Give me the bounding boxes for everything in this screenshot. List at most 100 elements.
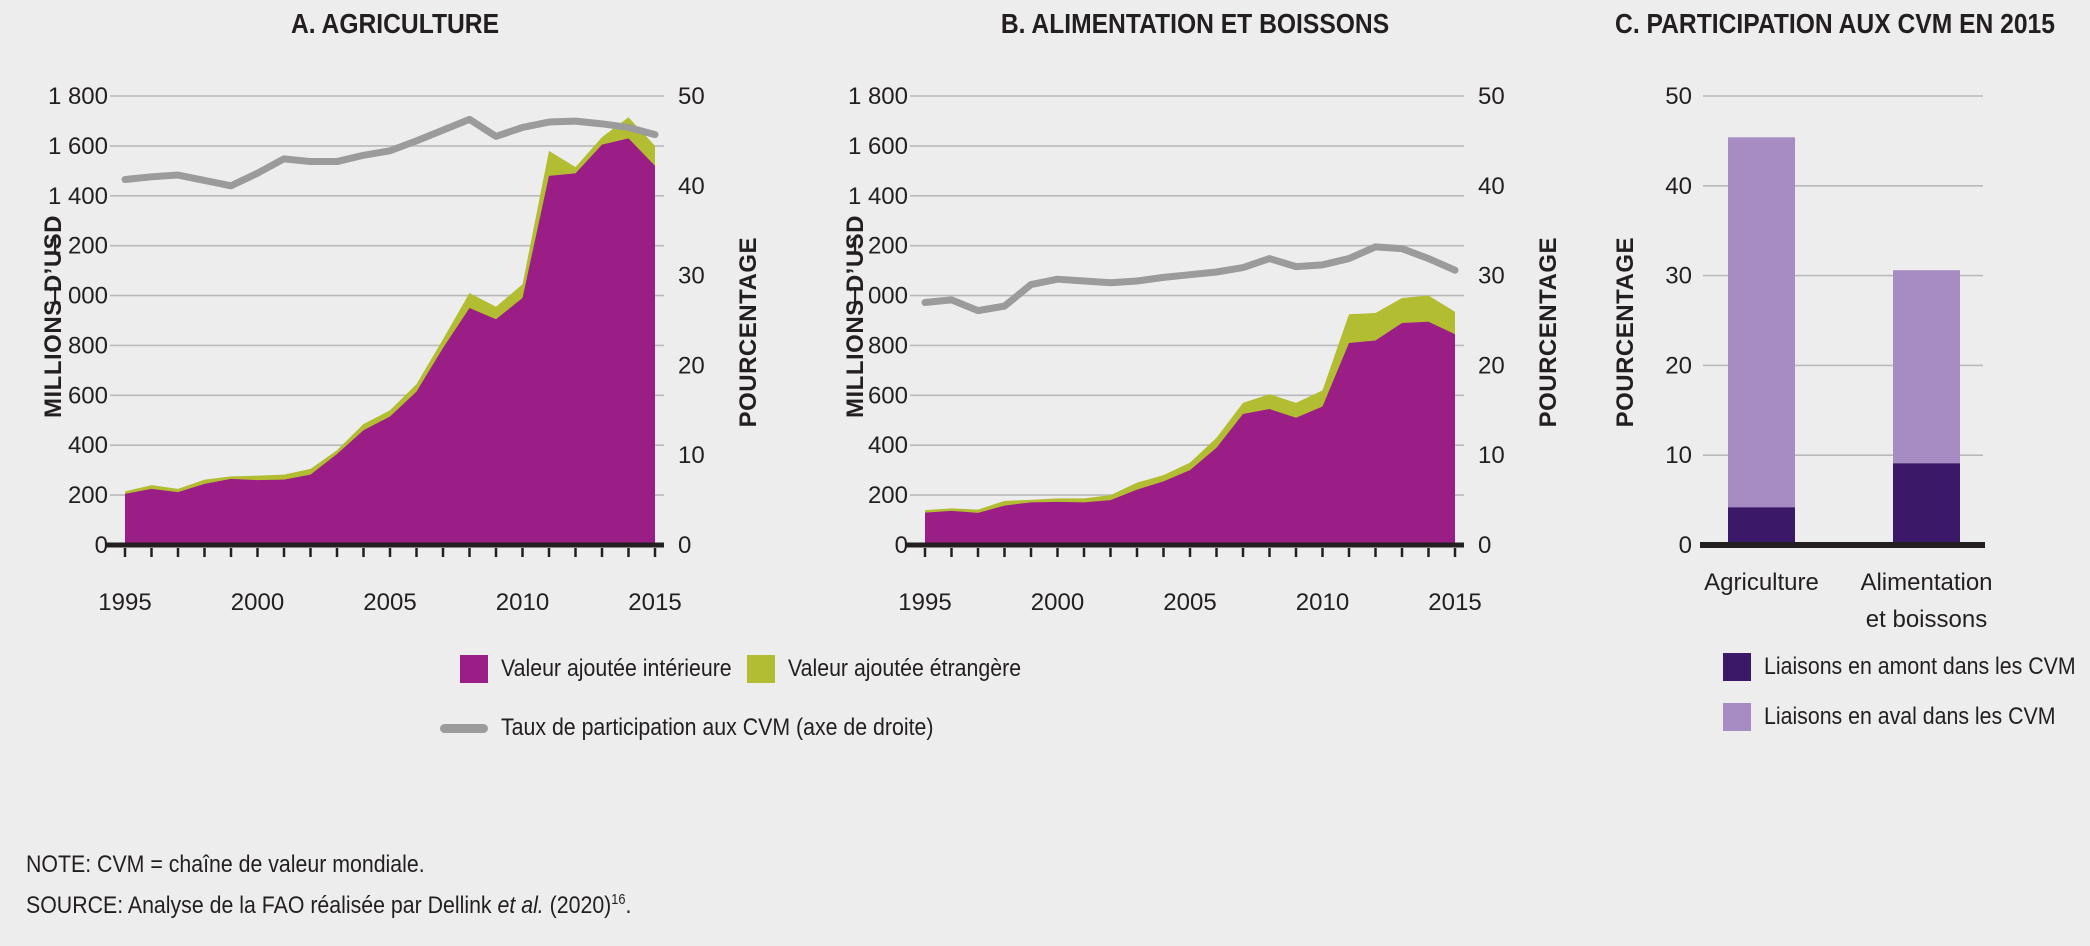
- x-tick-labels: 1995 2000 2005 2010 2015: [898, 589, 1481, 616]
- source-superscript: 16: [611, 892, 626, 908]
- legend-swatch-interieure: [460, 655, 488, 683]
- svg-text:200: 200: [868, 482, 908, 509]
- panel-b-title: B. ALIMENTATION ET BOISSONS: [1000, 8, 1390, 39]
- bar-liaisons-amont: [1728, 507, 1795, 545]
- legend-swatch-amont: [1723, 653, 1751, 681]
- svg-text:20: 20: [1478, 352, 1505, 379]
- right-axis-tick-labels: 0 10 20 30 40 50: [678, 83, 705, 559]
- left-axis-tick-labels: 0 200 400 600 800 1 000 1 200 1 400 1 600 1 800: [48, 83, 108, 559]
- svg-text:50: 50: [1478, 83, 1505, 110]
- svg-text:20: 20: [1665, 352, 1692, 379]
- svg-text:0: 0: [1478, 532, 1491, 559]
- panel-participation-cvm-2015: C. PARTICIPATION AUX CVM EN 2015 0 10 20 30…: [1580, 0, 2090, 640]
- panel-c-left-axis-title: POURCENTAGE: [1612, 237, 1639, 428]
- svg-text:2005: 2005: [1163, 589, 1216, 616]
- svg-text:10: 10: [1478, 442, 1505, 469]
- legend-label-interieure: Valeur ajoutée intérieure: [501, 655, 732, 682]
- svg-text:10: 10: [1665, 442, 1692, 469]
- panel-alimentation-boissons: B. ALIMENTATION ET BOISSONS 1995 2000 2005…: [830, 0, 1560, 640]
- svg-text:1 000: 1 000: [48, 283, 108, 310]
- legend-item-liaisons-amont: Liaisons en amont dans les CVM: [1723, 652, 2090, 682]
- panel-b-right-axis-title: POURCENTAGE: [1535, 237, 1562, 428]
- svg-text:600: 600: [68, 382, 108, 409]
- bar-liaisons-amont: [1893, 463, 1960, 545]
- svg-text:30: 30: [678, 263, 705, 290]
- svg-text:800: 800: [868, 332, 908, 359]
- svg-text:0: 0: [678, 532, 691, 559]
- svg-text:1995: 1995: [898, 589, 951, 616]
- year-ticks: [123, 548, 657, 557]
- svg-text:2015: 2015: [1428, 589, 1481, 616]
- svg-text:600: 600: [868, 382, 908, 409]
- svg-text:Agriculture: Agriculture: [1704, 569, 1819, 596]
- panel-a-title: A. AGRICULTURE: [290, 8, 500, 39]
- panel-a-left-axis-title: MILLIONS D’USD: [40, 215, 67, 418]
- line-taux-participation-cvm: [921, 243, 1459, 315]
- svg-text:1 600: 1 600: [48, 133, 108, 160]
- svg-text:1 400: 1 400: [848, 183, 908, 210]
- legend-item-liaisons-aval: Liaisons en aval dans les CVM: [1723, 702, 2090, 732]
- svg-text:1 800: 1 800: [48, 83, 108, 110]
- source-text: SOURCE: Analyse de la FAO réalisée par D…: [26, 892, 632, 920]
- area-valeur-ajoutee-interieure: [925, 321, 1455, 545]
- bar-liaisons-aval: [1728, 137, 1795, 508]
- svg-text:1 400: 1 400: [48, 183, 108, 210]
- svg-text:0: 0: [895, 532, 908, 559]
- legend-label-etrangere: Valeur ajoutée étrangère: [788, 655, 1022, 682]
- area-valeur-ajoutee-interieure: [125, 138, 655, 545]
- svg-text:2000: 2000: [231, 589, 284, 616]
- svg-text:et boissons: et boissons: [1866, 606, 1987, 633]
- svg-text:0: 0: [1679, 532, 1692, 559]
- svg-text:30: 30: [1478, 263, 1505, 290]
- svg-text:2000: 2000: [1031, 589, 1084, 616]
- svg-text:800: 800: [68, 332, 108, 359]
- svg-text:2010: 2010: [1296, 589, 1349, 616]
- panel-agriculture: A. AGRICULTURE 1995 2000 2005 2010 2015 0 20 0 4…: [30, 0, 760, 640]
- x-tick-labels: 1995 2000 2005 2010 2015: [98, 589, 681, 616]
- svg-text:1 000: 1 000: [848, 283, 908, 310]
- left-axis-tick-labels: 0 10 20 30 40 50: [1665, 83, 1692, 559]
- bar-liaisons-aval: [1893, 270, 1960, 464]
- note-text: NOTE: CVM = chaîne de valeur mondiale.: [26, 851, 425, 878]
- year-ticks: [923, 548, 1457, 557]
- svg-text:400: 400: [868, 432, 908, 459]
- panel-c-chart: 0 10 20 30 40 50 Agriculture Alimentation et boi…: [1665, 83, 1992, 633]
- legend-label-taux: Taux de participation aux CVM (axe de dr…: [501, 714, 934, 741]
- legend-label-aval: Liaisons en aval dans les CVM: [1764, 703, 2056, 730]
- gridlines: [110, 95, 664, 496]
- source-et-al: et al.: [497, 892, 544, 920]
- svg-text:1 800: 1 800: [848, 83, 908, 110]
- svg-text:2005: 2005: [363, 589, 416, 616]
- svg-text:1995: 1995: [98, 589, 151, 616]
- legend-swatch-aval: [1723, 703, 1751, 731]
- panel-a-right-axis-title: POURCENTAGE: [735, 237, 762, 428]
- panel-c-title: C. PARTICIPATION AUX CVM EN 2015: [1615, 8, 2055, 39]
- svg-text:30: 30: [1665, 263, 1692, 290]
- category-labels: Agriculture Alimentation et boissons: [1704, 569, 1992, 633]
- svg-text:1 200: 1 200: [48, 233, 108, 260]
- right-axis-tick-labels: 0 10 20 30 40 50: [1478, 83, 1505, 559]
- legend-swatch-etrangere: [747, 655, 775, 683]
- svg-text:0: 0: [95, 532, 108, 559]
- svg-text:40: 40: [1478, 173, 1505, 200]
- line-taux-participation-cvm: [121, 115, 659, 190]
- svg-text:2015: 2015: [628, 589, 681, 616]
- svg-text:50: 50: [678, 83, 705, 110]
- left-axis-tick-labels: 0 200 400 600 800 1 000 1 200 1 400 1 600 1 800: [848, 83, 908, 559]
- svg-text:50: 50: [1665, 83, 1692, 110]
- panel-b-left-axis-title: MILLIONS D’USD: [842, 215, 869, 418]
- svg-text:10: 10: [678, 442, 705, 469]
- svg-text:20: 20: [678, 352, 705, 379]
- svg-text:1 600: 1 600: [848, 133, 908, 160]
- legend-item-valeur-ajoutee-interieure: Valeur ajoutée intérieure: [460, 654, 766, 684]
- legend-item-valeur-ajoutee-etrangere: Valeur ajoutée étrangère: [747, 654, 1056, 684]
- svg-text:Alimentation: Alimentation: [1860, 569, 1992, 596]
- svg-text:40: 40: [678, 173, 705, 200]
- legend-line-swatch-taux: [440, 723, 488, 733]
- svg-text:40: 40: [1665, 173, 1692, 200]
- legend-label-amont: Liaisons en amont dans les CVM: [1764, 653, 2076, 680]
- svg-text:2010: 2010: [496, 589, 549, 616]
